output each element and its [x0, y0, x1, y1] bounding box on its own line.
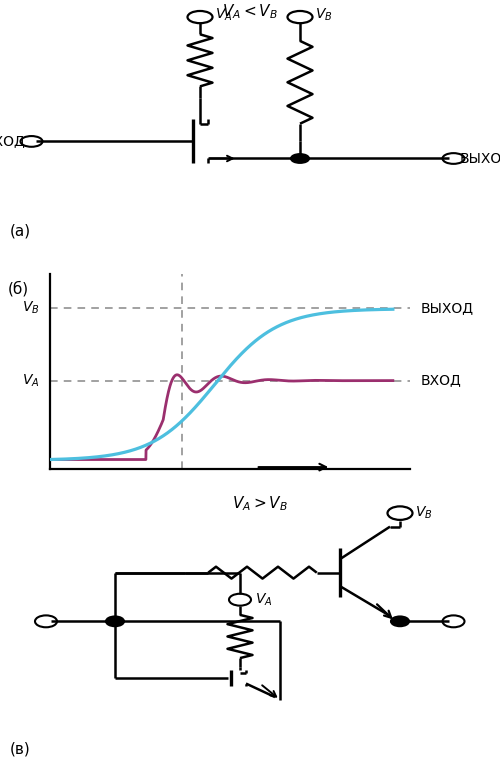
Text: ВХОД: ВХОД — [0, 134, 25, 149]
Text: $V_B$: $V_B$ — [315, 6, 332, 23]
Circle shape — [291, 154, 309, 163]
Text: $V_A > V_B$: $V_A > V_B$ — [232, 495, 288, 513]
Text: $V_A$: $V_A$ — [255, 591, 272, 608]
Text: ВЫХОД: ВЫХОД — [460, 152, 500, 165]
Text: (б): (б) — [8, 280, 28, 296]
Text: $V_A$: $V_A$ — [215, 6, 232, 23]
Text: (в): (в) — [10, 741, 31, 757]
Text: $V_B$: $V_B$ — [415, 505, 432, 521]
Circle shape — [391, 616, 409, 626]
Text: ВХОД: ВХОД — [420, 373, 461, 388]
Text: $V_A$: $V_A$ — [22, 373, 40, 389]
Text: $V_A < V_B$: $V_A < V_B$ — [222, 2, 278, 21]
Circle shape — [106, 616, 124, 626]
Text: ВЫХОД: ВЫХОД — [420, 301, 474, 315]
Text: $V_B$: $V_B$ — [22, 299, 40, 316]
Text: (а): (а) — [10, 224, 31, 239]
